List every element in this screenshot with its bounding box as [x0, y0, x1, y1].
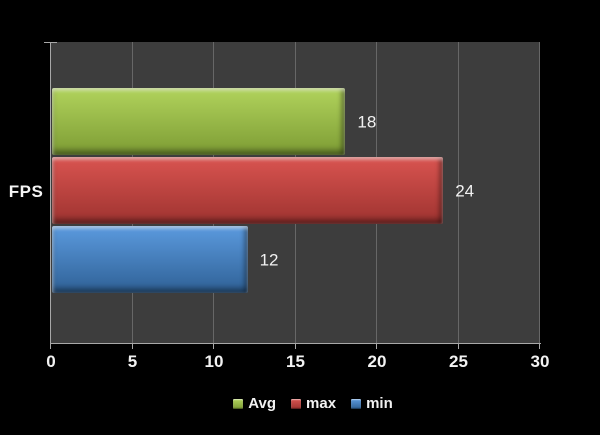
- x-tick-label: 0: [46, 352, 56, 371]
- x-axis-line: [50, 343, 541, 344]
- x-tick-label: 5: [127, 352, 138, 371]
- x-tick-label: 30: [530, 352, 550, 371]
- x-axis-tick-mark: [376, 344, 377, 349]
- bar-value-label: 18: [357, 112, 377, 131]
- x-tick-label: 25: [449, 352, 468, 371]
- x-axis-tick-mark: [131, 344, 133, 349]
- x-axis-tick-mark: [294, 344, 296, 349]
- x-tick-label: 20: [367, 352, 387, 371]
- gridline: [539, 42, 540, 343]
- bar-max: [52, 157, 444, 224]
- x-axis-tick-mark: [213, 344, 214, 349]
- legend-label: Avg: [248, 395, 277, 412]
- legend-item-max: max: [290, 395, 337, 412]
- legend: Avg max min: [13, 396, 600, 411]
- bar-min: [52, 226, 248, 293]
- bar-avg: [52, 88, 346, 155]
- y-axis-category-label: FPS: [8, 182, 44, 201]
- y-axis-line: [50, 42, 51, 344]
- x-axis-tick-mark: [50, 344, 51, 349]
- plot-area: 18 24 12: [44, 42, 541, 349]
- legend-label: min: [366, 395, 393, 412]
- legend-item-min: min: [350, 395, 393, 412]
- bar-value-label: 12: [259, 250, 279, 269]
- legend-swatch-max: [290, 397, 303, 410]
- gridline: [457, 42, 459, 343]
- x-tick-label: 15: [286, 352, 305, 371]
- x-tick-label: 10: [204, 352, 224, 371]
- x-axis-tick-mark: [539, 344, 540, 349]
- legend-item-avg: Avg: [232, 395, 277, 412]
- legend-label: max: [306, 395, 337, 412]
- legend-swatch-avg: [232, 397, 245, 410]
- x-axis-tick-mark: [457, 344, 459, 349]
- legend-swatch-min: [350, 397, 363, 410]
- y-axis-top-tick: [44, 42, 57, 43]
- bar-value-label: 24: [455, 181, 475, 200]
